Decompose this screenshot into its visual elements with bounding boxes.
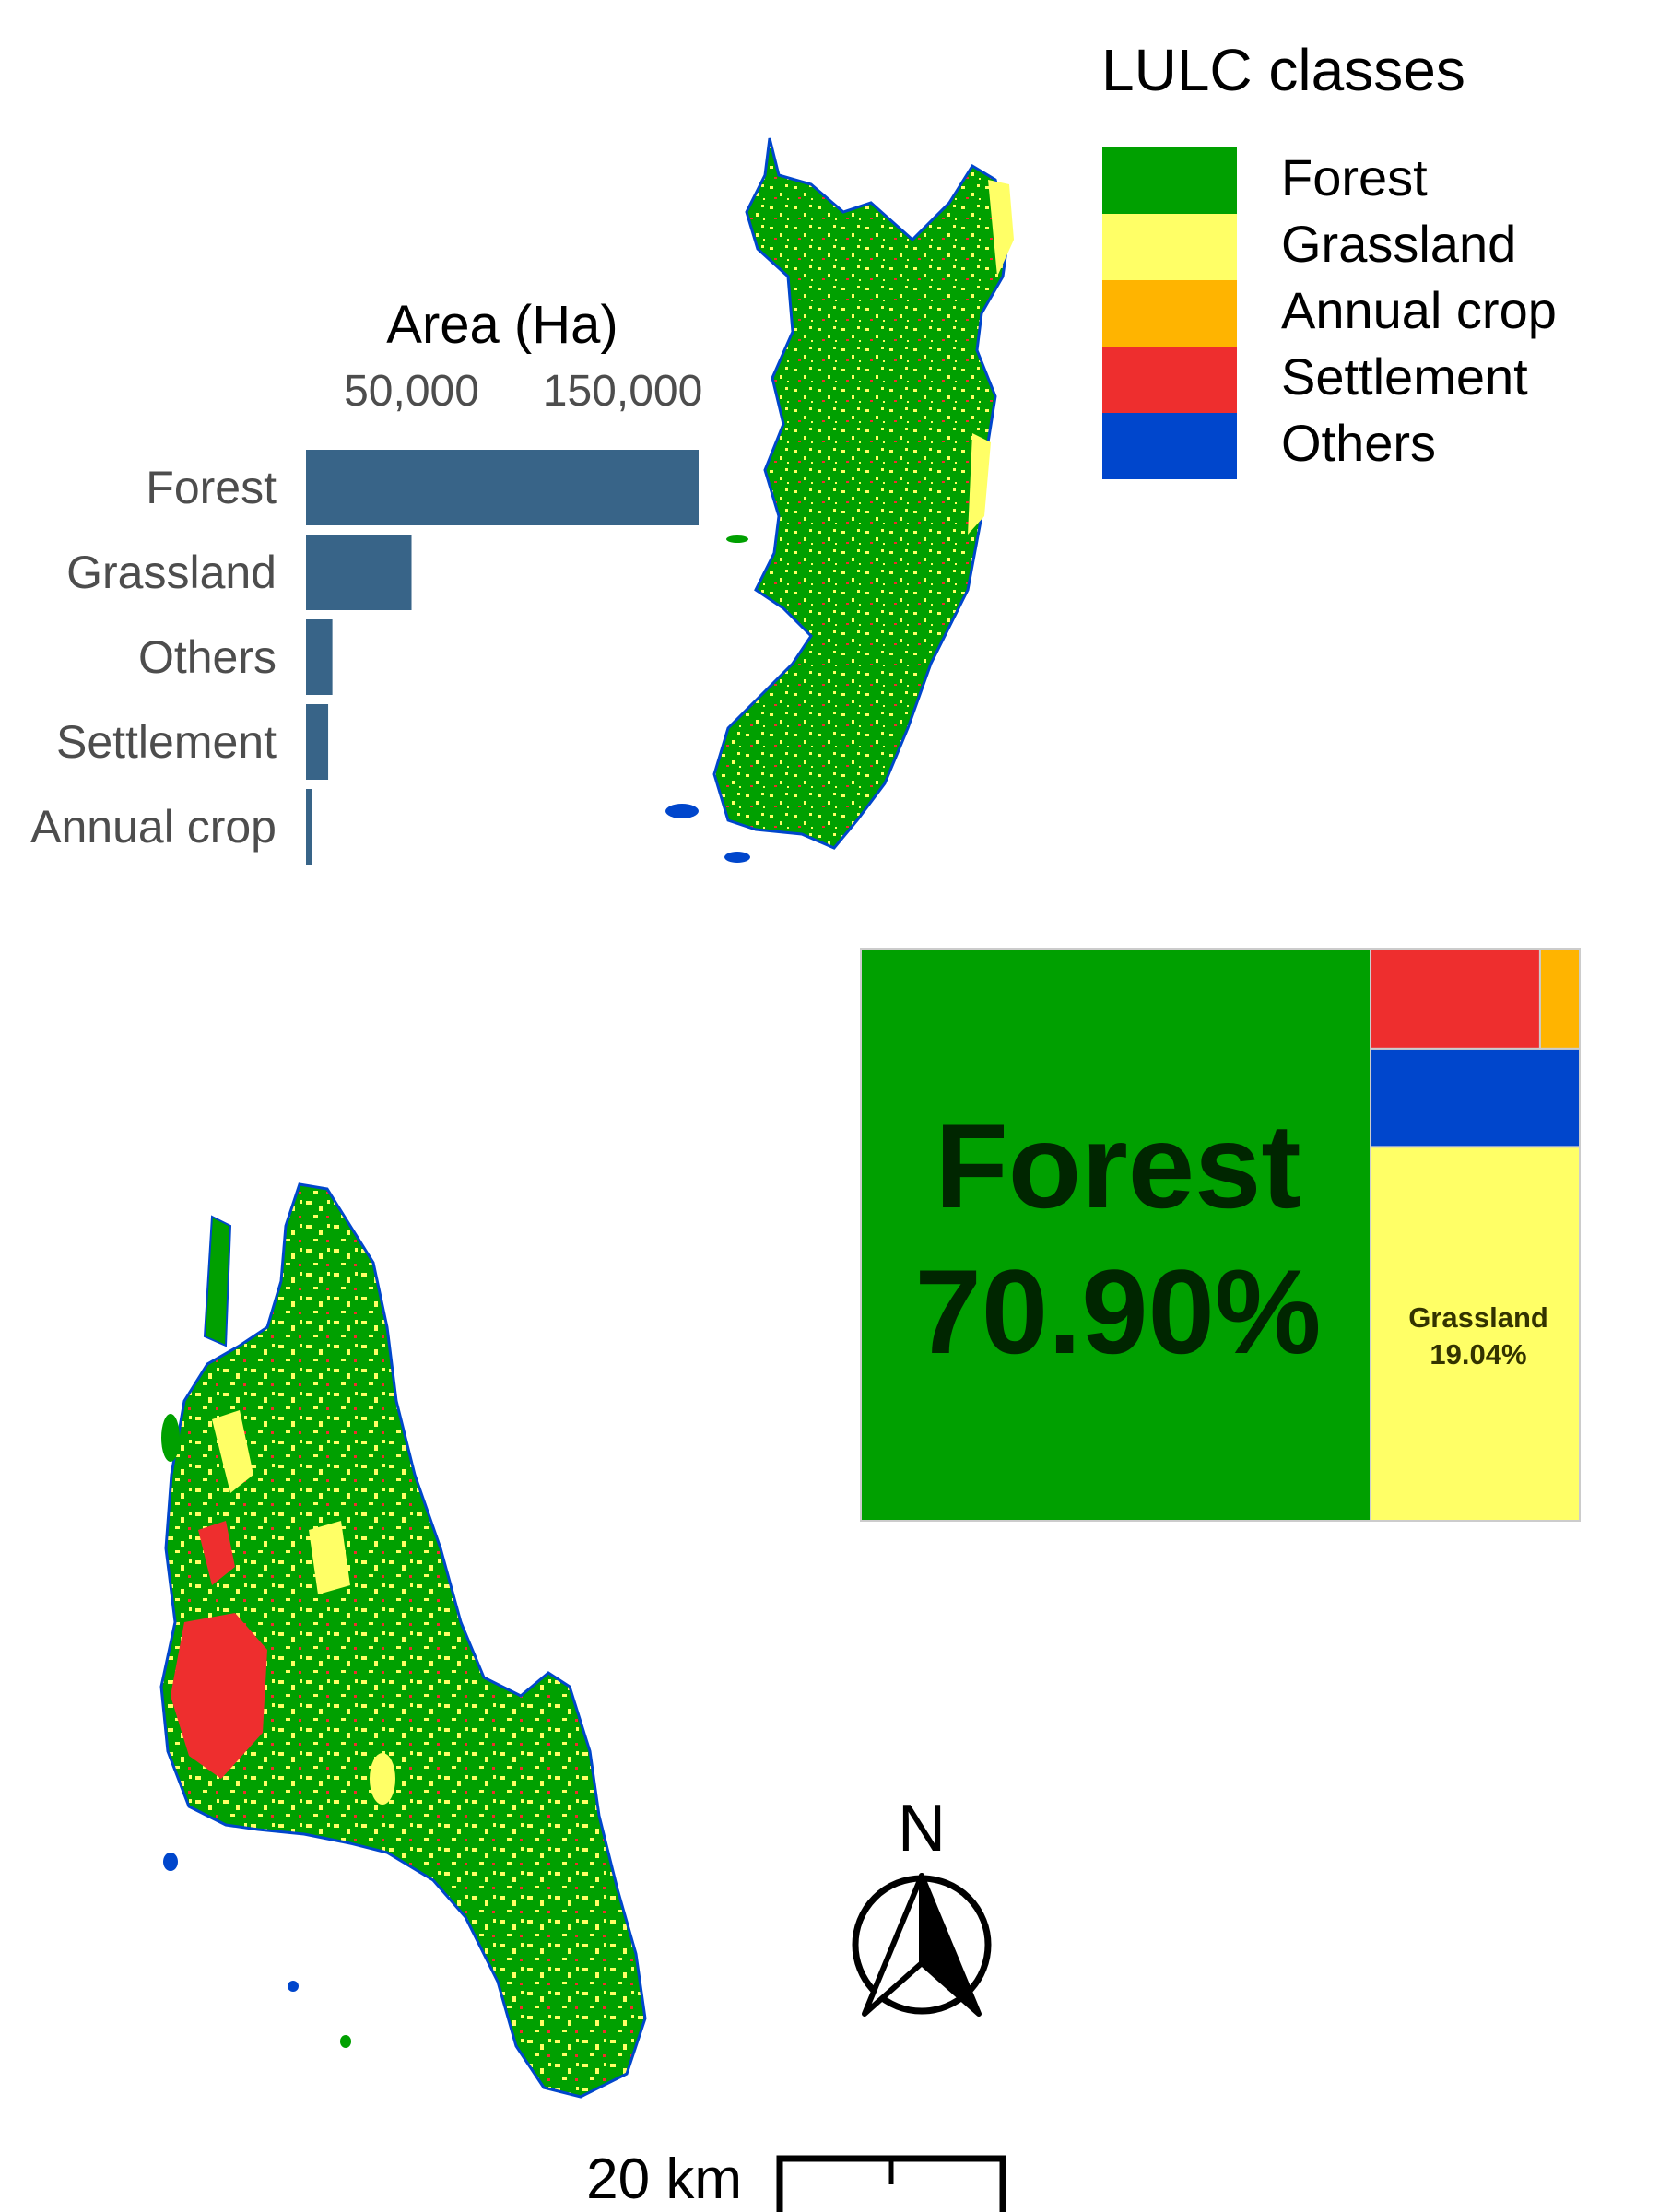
unguja-islet (161, 1414, 180, 1462)
legend-swatch-grassland (1102, 214, 1237, 280)
north-arrow-right-half (919, 1873, 982, 2017)
scale-label: 20 km (586, 2147, 742, 2211)
grassland-patch (212, 1410, 253, 1493)
legend-label: Settlement (1281, 347, 1528, 406)
unguja-island (159, 1182, 647, 2099)
area-bar-chart: Area (Ha) 50,000 150,000 Forest Grassland Ot… (30, 295, 702, 865)
treemap-tile-others (1370, 1047, 1582, 1148)
urban-settlement-area (171, 1613, 267, 1779)
pemba-east-grassland (968, 433, 991, 535)
treemap: Forest 70.90% Grassland 19.04% (860, 948, 1582, 1523)
treemap-forest-label: Forest (935, 1099, 1300, 1233)
legend-label: Grassland (1281, 215, 1516, 273)
north-arrow: N (852, 1792, 992, 2017)
scale-bar: 20 km (586, 2147, 1006, 2212)
bar-others (306, 619, 333, 695)
bar-category-label: Forest (146, 462, 276, 513)
pemba-islet (726, 535, 748, 543)
bar-category-label: Grassland (66, 547, 276, 598)
treemap-tile-forest (860, 948, 1372, 1522)
pemba-island (712, 137, 1011, 850)
bar-chart-tick-label: 50,000 (344, 367, 479, 416)
bar-category-label: Settlement (56, 716, 276, 768)
treemap-grassland-percent: 19.04% (1430, 1338, 1526, 1371)
legend-swatch-annual-crop (1102, 280, 1237, 347)
treemap-forest-percent: 70.90% (915, 1244, 1322, 1379)
treemap-tile-grassland (1370, 1146, 1582, 1523)
legend-swatch-forest (1102, 147, 1237, 214)
unguja-islet (203, 1215, 232, 1347)
bar-annual-crop (306, 789, 312, 865)
legend-label: Forest (1281, 148, 1428, 206)
bar-chart-axis-title: Area (Ha) (386, 295, 618, 355)
bar-forest (306, 450, 699, 525)
pemba-islet (665, 804, 699, 818)
bar-category-label: Others (138, 631, 276, 683)
legend-label: Annual crop (1281, 281, 1557, 339)
legend-swatch-settlement (1102, 347, 1237, 413)
pemba-islet (724, 852, 750, 863)
bar-category-label: Annual crop (30, 801, 276, 853)
pemba-coast-grassland (988, 180, 1014, 276)
bar-chart-tick-label: 150,000 (543, 367, 703, 416)
bar-grassland (306, 535, 412, 610)
unguja-map (159, 1182, 647, 2099)
legend: LULC classes Forest Grassland Annual crop S… (1101, 37, 1557, 479)
unguja-islet (288, 1981, 299, 1992)
unguja-islet (163, 1853, 178, 1871)
treemap-tile-annual-crop (1538, 948, 1582, 1050)
pemba-map (665, 137, 1014, 863)
legend-swatch-others (1102, 413, 1237, 479)
north-label: N (898, 1792, 946, 1865)
settlement-patch (198, 1521, 235, 1585)
legend-label: Others (1281, 414, 1436, 472)
unguja-islet (340, 2035, 351, 2048)
treemap-tile-settlement (1370, 948, 1541, 1050)
legend-title: LULC classes (1101, 37, 1465, 103)
bar-settlement (306, 704, 329, 780)
grassland-patch (309, 1521, 350, 1594)
grassland-patch (370, 1753, 395, 1805)
treemap-grassland-label: Grassland (1408, 1301, 1548, 1334)
